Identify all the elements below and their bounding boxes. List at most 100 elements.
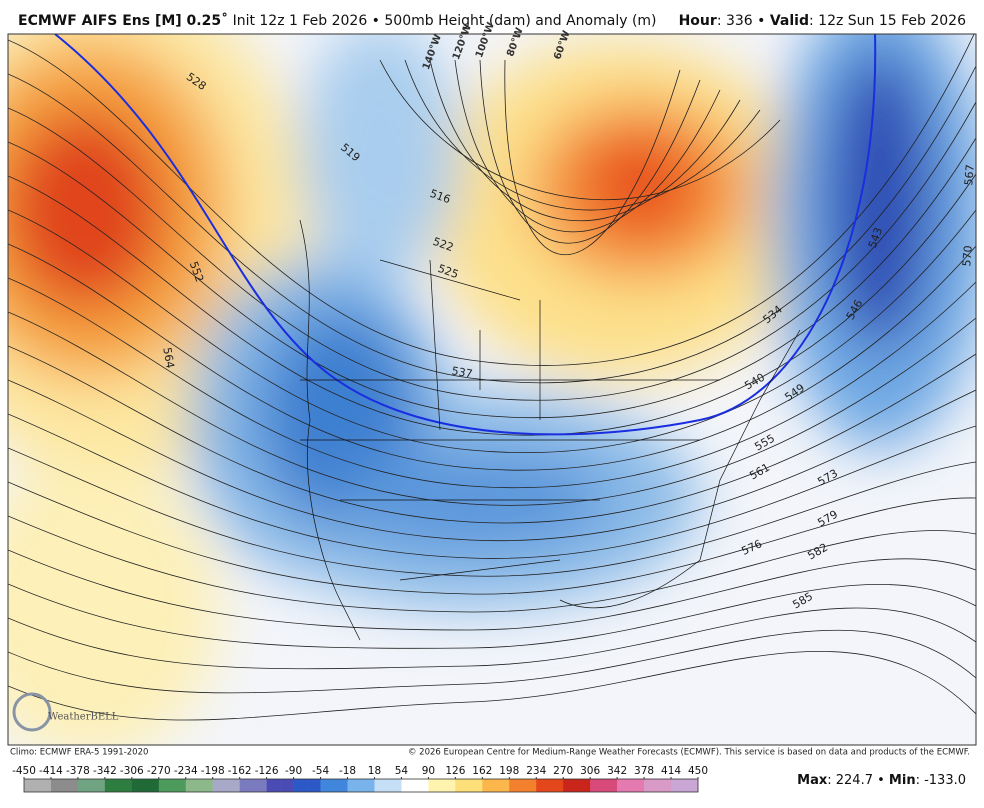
colorbar-label: -90 (285, 765, 302, 777)
colorbar-label: 270 (553, 765, 573, 777)
contour-line (429, 59, 741, 221)
colorbar-label: -270 (147, 765, 171, 777)
colorbar-swatch (118, 779, 133, 792)
colorbar-label: 18 (368, 765, 381, 777)
colorbar-swatch (495, 779, 510, 792)
colorbar-swatch (522, 779, 537, 792)
colorbar-swatch (684, 779, 699, 792)
colorbar-label: -18 (339, 765, 356, 777)
contour-line (504, 59, 681, 256)
contour-line (8, 243, 976, 471)
colorbar-swatch (199, 779, 214, 792)
colorbar-swatch (482, 779, 497, 792)
colorbar-swatch (64, 779, 79, 792)
colorbar-label: -306 (120, 765, 144, 777)
colorbar-swatch (50, 779, 65, 792)
contour-line (454, 59, 721, 233)
contour-line (404, 59, 761, 211)
colorbar-swatch (374, 779, 389, 792)
colorbar-swatch (320, 779, 335, 792)
colorbar-label: 162 (472, 765, 492, 777)
contour-label: 564 (160, 346, 176, 369)
colorbar-swatch (158, 779, 173, 792)
contour-label: 570 (960, 245, 975, 267)
contour-line (8, 607, 976, 670)
climo-note: Climo: ECMWF ERA-5 1991-2020 (10, 748, 148, 758)
colorbar-swatch (185, 779, 200, 792)
colorbar-label: 90 (422, 765, 435, 777)
contour-line (479, 59, 701, 244)
contour-line (8, 345, 976, 524)
colorbar-swatch (226, 779, 240, 792)
contour-line (8, 447, 976, 577)
colorbar-label: -126 (255, 765, 279, 777)
colorbar-label: -162 (228, 765, 252, 777)
map (8, 34, 976, 745)
contour-line (8, 481, 976, 595)
valid-info: Hour: 336 • Valid: 12z Sun 15 Feb 2026 (679, 13, 966, 29)
colorbar-swatch (104, 779, 119, 792)
contour-line (8, 583, 976, 649)
colorbar-swatch (630, 779, 645, 792)
colorbar-swatch (145, 779, 160, 792)
colorbar-swatch (455, 779, 470, 792)
logo: WeatherBELL (48, 712, 119, 723)
colorbar-swatch (307, 779, 321, 792)
colorbar-swatch (603, 779, 618, 792)
colorbar-swatch (590, 779, 604, 792)
colorbar-swatch (401, 779, 416, 792)
colorbar-swatch (468, 779, 483, 792)
colorbar-frame (23, 778, 699, 793)
colorbar-swatch (131, 779, 146, 792)
colorbar-label: 450 (688, 765, 708, 777)
contour-line (8, 413, 976, 559)
contour-line (8, 173, 976, 436)
colorbar-swatch (563, 779, 577, 792)
max-min: Max: 224.7 • Min: -133.0 (797, 773, 966, 788)
contour-line (8, 137, 976, 419)
colorbar-swatch (509, 779, 524, 792)
colorbar-label: 342 (607, 765, 627, 777)
colorbar-swatch (549, 779, 564, 792)
contour-line (8, 101, 976, 401)
contour-line (8, 209, 976, 454)
colorbar-swatch (414, 779, 429, 792)
copyright: © 2026 European Centre for Medium-Range … (408, 748, 970, 758)
colorbar-swatch (239, 779, 254, 792)
contour-label: 537 (451, 364, 474, 380)
colorbar-label: 378 (634, 765, 654, 777)
contour-line (8, 650, 976, 721)
colorbar-label: -198 (201, 765, 225, 777)
colorbar-swatch (671, 779, 685, 792)
colorbar-swatch (644, 779, 658, 792)
colorbar-swatch (24, 779, 38, 792)
colorbar-swatch (657, 779, 672, 792)
colorbar-swatch (91, 779, 106, 792)
colorbar-label: 198 (499, 765, 519, 777)
colorbar-swatch (77, 779, 92, 792)
colorbar-label: -54 (312, 765, 329, 777)
colorbar-label: -450 (12, 765, 36, 777)
colorbar-swatch (253, 779, 267, 792)
colorbar-swatch (428, 779, 443, 792)
colorbar-label: -234 (174, 765, 198, 777)
contour-line (8, 549, 976, 631)
colorbar-swatch (280, 779, 294, 792)
logo-mark (12, 692, 52, 732)
colorbar-label: 306 (580, 765, 600, 777)
contour-line (8, 277, 976, 489)
colorbar-swatch (536, 779, 551, 792)
contour-line (8, 34, 975, 366)
contour-line (8, 311, 976, 506)
contour-line (379, 59, 781, 200)
colorbar-label: 414 (661, 765, 681, 777)
contour-label: 567 (962, 164, 977, 186)
colorbar-swatch (361, 779, 375, 792)
colorbar-label: 126 (445, 765, 465, 777)
colorbar-label: 234 (526, 765, 546, 777)
colorbar-swatch (576, 779, 591, 792)
colorbar-label: -378 (66, 765, 90, 777)
colorbar-swatch (172, 779, 187, 792)
contour-line (8, 379, 976, 542)
